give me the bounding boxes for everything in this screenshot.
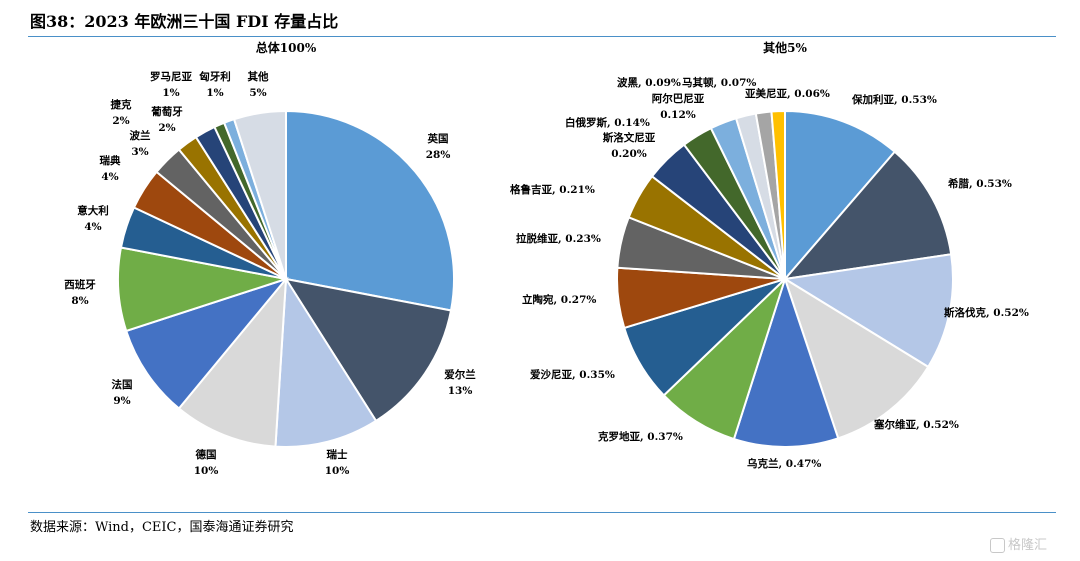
source-note: 数据来源：Wind，CEIC，国泰海通证券研究 [30, 520, 294, 535]
slice-value-label: 3% [131, 146, 148, 158]
bottom-rule [28, 512, 1056, 513]
pie-slice [783, 276, 930, 440]
slice-label: 塞尔维亚, 0.52% [873, 418, 959, 431]
pie-slice [274, 275, 378, 449]
slice-name-label: 波兰 [130, 129, 151, 142]
slice-name-label: 斯洛文尼亚 [603, 131, 656, 144]
slice-name-label: 德国 [195, 448, 217, 461]
slice-value-label: 0.12% [660, 109, 696, 121]
slice-name-label: 意大利 [77, 204, 109, 217]
slice-value-label: 10% [325, 465, 350, 477]
slice-name-label: 阿尔巴尼亚 [652, 92, 705, 105]
slice-value-label: 1% [206, 87, 223, 99]
slice-name-label: 法国 [112, 378, 133, 391]
slice-value-label: 8% [71, 295, 88, 307]
slice-label: 马其顿, 0.07% [682, 76, 756, 89]
slice-name-label: 英国 [427, 132, 449, 145]
slice-value-label: 28% [426, 149, 451, 161]
slice-label: 希腊, 0.53% [947, 177, 1012, 190]
slice-value-label: 5% [249, 87, 266, 99]
pie-slice [232, 109, 287, 280]
slice-label: 克罗地亚, 0.37% [598, 430, 683, 443]
watermark: 格隆汇 [990, 534, 1047, 553]
slice-value-label: 0.20% [611, 148, 647, 160]
chart-title: 总体100% [256, 40, 317, 55]
slice-value-label: 10% [194, 465, 219, 477]
slice-label: 白俄罗斯, 0.14% [565, 116, 650, 129]
slice-name-label: 瑞典 [100, 154, 121, 167]
slice-name-label: 西班牙 [64, 278, 96, 291]
slice-value-label: 4% [84, 221, 101, 233]
pie-slice [285, 109, 455, 312]
pie-slice [283, 277, 453, 423]
slice-name-label: 其他 [248, 70, 269, 83]
pie-slice [177, 275, 288, 448]
watermark-text: 格隆汇 [1008, 538, 1048, 553]
slice-label: 爱沙尼亚, 0.35% [530, 368, 615, 381]
slice-label: 拉脱维亚, 0.23% [516, 232, 601, 245]
chart-title: 其他5% [763, 40, 807, 55]
slice-label: 乌克兰, 0.47% [747, 457, 821, 470]
figure-title: 图38：2023 年欧洲三十国 FDI 存量占比 [30, 12, 339, 31]
slice-value-label: 4% [101, 171, 118, 183]
pie-chart-other: 其他5% 保加利亚, 0.53% 希腊, 0.53% 斯洛伐克, 0.52% 塞尔维亚,… [510, 40, 1029, 470]
slice-label: 波黑, 0.09% [617, 76, 681, 89]
slice-value-label: 1% [162, 87, 179, 99]
pie-slice [770, 109, 786, 280]
top-rule [28, 36, 1056, 37]
slice-name-label: 瑞士 [327, 448, 348, 461]
slice-name-label: 葡萄牙 [150, 105, 183, 118]
slice-name-label: 捷克 [111, 98, 132, 111]
slice-name-label: 罗马尼亚 [150, 71, 192, 83]
pie-slice [124, 276, 289, 410]
slice-label: 立陶宛, 0.27% [522, 293, 596, 306]
pie-slice [732, 275, 840, 448]
pie-slice [782, 253, 954, 369]
slice-label: 亚美尼亚, 0.06% [745, 87, 830, 100]
pie-chart-overall: 总体100% 英国 28% 爱尔兰 13% 瑞士 10% 德国 10% 法国 9% 西班牙 8% 意大利 4… [64, 40, 476, 477]
slice-value-label: 13% [448, 385, 473, 397]
slice-value-label: 2% [112, 115, 129, 127]
watermark-logo-icon [990, 538, 1005, 553]
pie-slice [784, 109, 897, 282]
slice-label: 保加利亚, 0.53% [851, 93, 937, 106]
slice-name-label: 匈牙利 [199, 70, 231, 83]
slice-label: 格鲁吉亚, 0.21% [510, 183, 595, 196]
slice-name-label: 爱尔兰 [444, 368, 476, 381]
pie-slice [782, 150, 953, 281]
slice-label: 斯洛伐克, 0.52% [944, 306, 1029, 319]
slice-value-label: 2% [158, 122, 175, 134]
slice-value-label: 9% [113, 395, 130, 407]
